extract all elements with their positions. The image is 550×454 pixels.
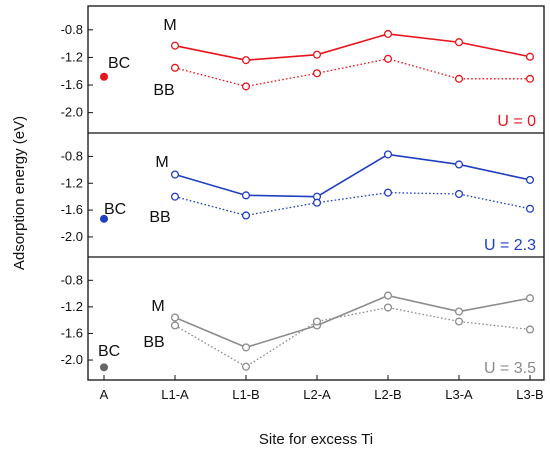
y-tick-label: -1.2 xyxy=(61,49,83,64)
series-label-bc: BC xyxy=(104,201,126,218)
data-point-bb xyxy=(241,362,251,371)
series-line-m xyxy=(174,294,531,349)
data-point-bb xyxy=(312,317,322,326)
series-line-m xyxy=(174,153,531,198)
data-point-bb xyxy=(383,54,393,63)
panel-u-label: U = 3.5 xyxy=(484,360,536,377)
x-axis-title: Site for excess Ti xyxy=(259,431,373,448)
data-point-m xyxy=(383,150,393,159)
data-point-m xyxy=(170,170,180,179)
series-label-bb: BB xyxy=(153,82,174,99)
series-line-bb xyxy=(174,58,530,88)
plot-border xyxy=(87,5,545,381)
data-point-m xyxy=(241,56,251,65)
data-point-bb xyxy=(454,317,464,326)
panel-1: -0.8 -1.2 -1.6 -2.0 M BB BC U = 0 xyxy=(61,17,537,130)
series-label-m: M xyxy=(151,298,164,315)
series-label-m: M xyxy=(155,154,168,171)
data-point-bb xyxy=(241,211,251,220)
data-point-bb xyxy=(170,192,180,201)
data-point-bb xyxy=(241,82,251,91)
data-point-m xyxy=(525,294,535,303)
data-point-bc xyxy=(100,214,108,223)
data-point-bb xyxy=(454,189,464,199)
y-tick-label: -1.2 xyxy=(61,175,83,190)
y-tick-label: -1.6 xyxy=(61,77,83,92)
data-point-bb xyxy=(312,69,322,78)
y-tick-label: -2.0 xyxy=(61,352,83,367)
y-tick-label: -2.0 xyxy=(61,229,83,244)
data-point-m xyxy=(170,313,180,322)
data-point-bb xyxy=(312,198,322,207)
data-point-bb xyxy=(525,325,535,334)
y-tick-label: -1.2 xyxy=(61,299,83,314)
series-line-m xyxy=(174,33,531,61)
y-tick-label: -0.8 xyxy=(61,148,83,163)
data-point-m xyxy=(525,52,535,61)
panel-u-label: U = 0 xyxy=(497,113,536,130)
data-point-bb xyxy=(525,74,535,83)
data-point-bc xyxy=(100,363,108,372)
y-tick-label: -1.6 xyxy=(61,202,83,217)
series-label-bc: BC xyxy=(108,55,130,72)
x-tick-label: L1-A xyxy=(161,387,189,402)
panel-2: -0.8 -1.2 -1.6 -2.0 M BB BC U = 2.3 xyxy=(61,148,537,254)
data-point-m xyxy=(454,38,464,47)
data-point-bb xyxy=(454,74,464,83)
series-label-bc: BC xyxy=(98,343,120,360)
series-label-bb: BB xyxy=(149,209,170,226)
data-point-m xyxy=(170,41,180,50)
data-point-bb xyxy=(170,321,180,330)
data-point-m xyxy=(241,343,251,352)
data-point-bb xyxy=(170,63,180,72)
data-point-bb xyxy=(383,188,393,197)
data-point-bc xyxy=(100,72,108,81)
data-point-m xyxy=(383,29,393,38)
series-label-bb: BB xyxy=(143,334,164,351)
x-tick-label: L3-B xyxy=(516,387,543,402)
series-line-bb xyxy=(174,306,531,368)
data-point-m xyxy=(312,50,322,59)
x-tick-label: L1-B xyxy=(232,387,259,402)
y-tick-label: -2.0 xyxy=(61,105,83,120)
panels: -0.8 -1.2 -1.6 -2.0 M BB BC U = 0 -0.8 -1.2 -1.6 -2… xyxy=(61,17,537,377)
plot-frame xyxy=(87,5,545,381)
series-line-bb xyxy=(174,192,531,217)
data-point-m xyxy=(454,307,464,316)
data-point-m xyxy=(383,291,393,300)
x-tick-label: L3-A xyxy=(445,387,473,402)
y-tick-label: -0.8 xyxy=(61,22,83,37)
y-tick-label: -1.6 xyxy=(61,325,83,340)
data-point-bb xyxy=(383,303,393,312)
data-point-m xyxy=(241,191,251,200)
x-tick-label: L2-A xyxy=(303,387,331,402)
x-tick-label: L2-B xyxy=(374,387,401,402)
data-point-m xyxy=(454,160,464,169)
y-axis-title: Adsorption energy (eV) xyxy=(11,116,28,270)
data-point-m xyxy=(525,175,535,184)
data-point-bb xyxy=(525,204,535,213)
axes: A L1-A L1-B L2-A L2-B L3-A L3-B xyxy=(100,375,544,402)
panel-3: -0.8 -1.2 -1.6 -2.0 M BB BC U = 3.5 xyxy=(61,272,537,377)
series-label-m: M xyxy=(163,17,176,34)
y-tick-label: -0.8 xyxy=(61,272,83,287)
panel-u-label: U = 2.3 xyxy=(484,237,536,254)
x-tick-label: A xyxy=(100,387,109,402)
